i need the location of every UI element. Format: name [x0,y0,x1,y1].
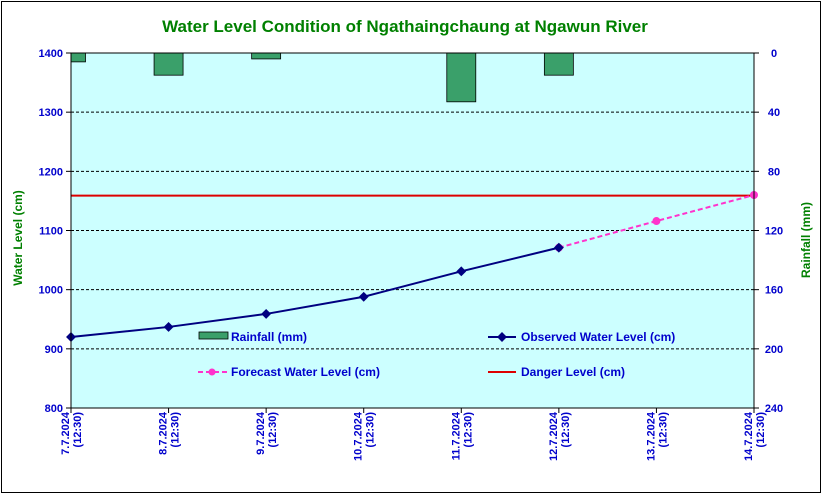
observed-point [358,291,369,302]
legend-rainfall-label: Rainfall (mm) [231,330,307,344]
rainfall-bar [251,52,282,60]
legend-rainfall-swatch [198,331,229,340]
x-axis-ticks: 7.7.2024 (12:30) 8.7.2024 (12:30) 9.7.2024 (1… [60,408,767,461]
left-tick-label: 1300 [39,107,63,119]
left-axis-ticks: 800 900 1000 1100 1200 1300 1400 [39,48,71,415]
rainfall-bar [153,52,184,76]
right-tick-label: 40 [768,107,780,119]
legend-danger-label: Danger Level (cm) [521,365,625,379]
right-tick-label: 120 [765,226,783,238]
rainfall-bars [70,52,574,103]
observed-point [553,242,564,253]
right-tick-label: 200 [765,344,783,356]
x-tick-date-label: 14.7.2024 [743,411,755,461]
legend-observed-label: Observed Water Level (cm) [521,330,675,344]
x-tick-date-label: 10.7.2024 [353,411,365,461]
left-tick-label: 1200 [39,166,63,178]
right-tick-label: 80 [768,166,780,178]
forecast-line [558,194,755,249]
rainfall-bar [70,52,86,63]
x-tick-time-label: (12:30) [560,412,572,448]
left-tick-label: 1000 [39,285,63,297]
rainfall-bar [543,52,574,76]
right-axis-title: Rainfall (mm) [799,202,813,278]
legend-observed-marker [497,332,507,342]
x-tick-time-label: (12:30) [755,412,767,448]
rainfall-bar [446,52,477,103]
right-tick-label: 240 [765,403,783,415]
legend-forecast-marker [208,368,216,376]
forecast-point [652,217,661,226]
observed-point [261,308,272,319]
x-tick-time-label: (12:30) [365,412,377,448]
left-tick-label: 800 [45,403,63,415]
left-axis-title: Water Level (cm) [11,190,25,286]
observed-point [456,266,467,277]
x-tick-time-label: (12:30) [72,412,84,448]
left-tick-label: 1400 [39,48,63,60]
right-tick-label: 160 [765,285,783,297]
x-tick-time-label: (12:30) [267,412,279,448]
observed-point [163,321,174,332]
x-tick-date-label: 11.7.2024 [450,411,462,460]
legend: Rainfall (mm) Observed Water Level (cm) … [198,330,675,379]
x-tick-date-label: 9.7.2024 [255,411,267,455]
x-tick-date-label: 7.7.2024 [60,411,72,455]
left-tick-label: 900 [45,344,63,356]
x-tick-time-label: (12:30) [170,412,182,448]
observed-series [66,242,564,342]
x-tick-date-label: 8.7.2024 [158,411,170,455]
x-tick-date-label: 12.7.2024 [548,411,560,461]
legend-forecast-label: Forecast Water Level (cm) [231,365,380,379]
x-tick-time-label: (12:30) [462,412,474,448]
right-tick-label: 0 [771,48,777,60]
x-tick-time-label: (12:30) [657,412,669,448]
observed-line [70,246,560,338]
chart-title: Water Level Condition of Ngathaingchaung… [162,17,648,36]
right-axis-ticks: 0 40 80 120 160 200 240 [754,48,783,415]
left-tick-label: 1100 [39,226,63,238]
x-tick-date-label: 13.7.2024 [645,411,657,461]
